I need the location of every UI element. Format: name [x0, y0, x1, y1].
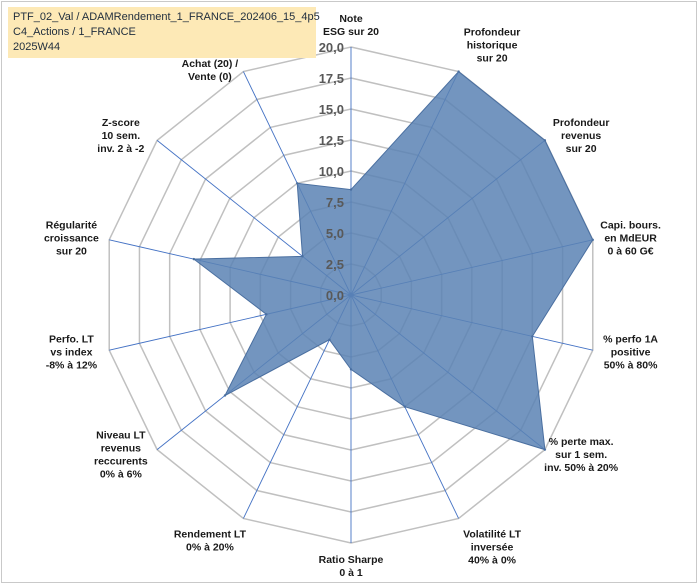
axis-label-line: -8% à 12% — [46, 359, 98, 371]
data-point — [265, 313, 268, 316]
axis-label: Volatilité LT inversée 40% à 0% — [463, 529, 522, 567]
data-point — [328, 338, 331, 341]
data-series-area — [192, 70, 594, 451]
tick-label: 7,5 — [326, 195, 344, 210]
axis-label-line: 0 à 60 G€ — [608, 246, 654, 258]
axis-label-line: 10 sem. — [102, 130, 141, 142]
data-point — [591, 238, 594, 242]
axis-label-line: croissance — [44, 233, 99, 245]
axis-label-line: Niveau LT — [96, 430, 146, 442]
header-category-line: C4_Actions / 1_FRANCE — [13, 26, 136, 38]
chart-header: PTF_02_Val / ADAMRendement_1_FRANCE_2024… — [8, 7, 320, 58]
tick-label: 0,0 — [326, 288, 344, 303]
axis-label: Perfo. LT vs index -8% à 12% — [46, 333, 98, 371]
tick-label: 10,0 — [319, 164, 344, 179]
axis-label-line: ESG sur 20 — [323, 26, 379, 38]
axis-label-line: Profondeur — [464, 26, 521, 38]
axis-label-line: Volatilité LT — [463, 529, 522, 541]
axis-label-line: inv. 2 à -2 — [97, 143, 144, 155]
tick-label: 20,0 — [319, 40, 344, 55]
axis-label-line: positive — [611, 346, 651, 358]
axis-label-line: revenus — [561, 130, 601, 142]
axis-label-line: 0% à 6% — [100, 469, 143, 481]
data-point — [223, 394, 227, 397]
axis-label-line: 50% à 80% — [604, 359, 658, 371]
axis-label-line: Rendement LT — [174, 529, 247, 541]
axis-label: Régularité croissance sur 20 — [44, 220, 99, 258]
tick-label: 12,5 — [319, 133, 344, 148]
axis-label-line: inv. 50% à 20% — [544, 462, 619, 474]
axis-label-line: 0 à 1 — [339, 567, 363, 579]
data-point — [543, 448, 547, 451]
axis-label-line: Profondeur — [553, 117, 610, 129]
axis-label: Profondeur historique sur 20 — [464, 26, 521, 64]
data-point — [403, 405, 407, 408]
data-point — [457, 70, 460, 73]
axis-label-line: vs index — [50, 346, 92, 358]
axis-label: Rendement LT 0% à 20% — [174, 529, 247, 554]
tick-label: 2,5 — [326, 257, 344, 272]
header-week-line: 2025W44 — [13, 41, 61, 53]
axis-label-line: % perte max. — [549, 436, 614, 448]
axis-label-line: sur 20 — [566, 143, 597, 155]
data-point — [295, 182, 299, 185]
axis-label-line: % perfo 1A — [603, 333, 658, 345]
data-point — [349, 188, 353, 191]
axis-label-line: 0% à 20% — [186, 542, 235, 554]
axis-label-line: Vente (0) — [188, 71, 232, 83]
axis-label: % perte max. sur 1 sem. inv. 50% à 20% — [544, 436, 619, 474]
axis-label: Ratio Sharpe 0 à 1 — [319, 554, 384, 579]
data-point — [543, 139, 547, 142]
axis-label-line: inversée — [471, 542, 514, 554]
tick-label: 17,5 — [319, 71, 344, 86]
axis-label-line: historique — [467, 39, 518, 51]
tick-label: 15,0 — [319, 102, 344, 117]
axis-label: % perfo 1A positive 50% à 80% — [603, 333, 658, 371]
axis-label-line: sur 20 — [56, 246, 87, 258]
axis-label: Note ESG sur 20 — [323, 13, 379, 38]
data-point — [301, 255, 304, 258]
tick-label: 5,0 — [326, 226, 344, 241]
axis-label-line: Régularité — [46, 220, 98, 232]
axis-label-line: Note — [339, 13, 362, 25]
axis-label-line: reccurents — [94, 456, 148, 468]
axis-label: Capi. bours. en MdEUR 0 à 60 G€ — [600, 220, 661, 258]
axis-label: Profondeur revenus sur 20 — [553, 117, 610, 155]
data-point — [349, 368, 353, 371]
data-point — [192, 257, 196, 261]
axis-label-line: Z-score — [102, 117, 140, 129]
axis-label-line: Perfo. LT — [49, 333, 94, 345]
header-portfolio-line: PTF_02_Val / ADAMRendement_1_FRANCE_2024… — [13, 11, 320, 23]
axis-label-line: Achat (20) / — [182, 58, 239, 70]
axis-label: Niveau LT revenus reccurents 0% à 6% — [94, 430, 148, 481]
axis-label-line: 40% à 0% — [468, 555, 517, 567]
axis-label-line: Capi. bours. — [600, 220, 661, 232]
axis-label-line: en MdEUR — [604, 233, 657, 245]
axis-label: Z-score 10 sem. inv. 2 à -2 — [97, 117, 144, 155]
axis-label-line: Ratio Sharpe — [319, 554, 384, 566]
axis-label-line: sur 1 sem. — [555, 449, 607, 461]
axis-label-line: revenus — [101, 443, 141, 455]
data-point — [531, 335, 534, 338]
axis-label-line: sur 20 — [477, 52, 508, 64]
